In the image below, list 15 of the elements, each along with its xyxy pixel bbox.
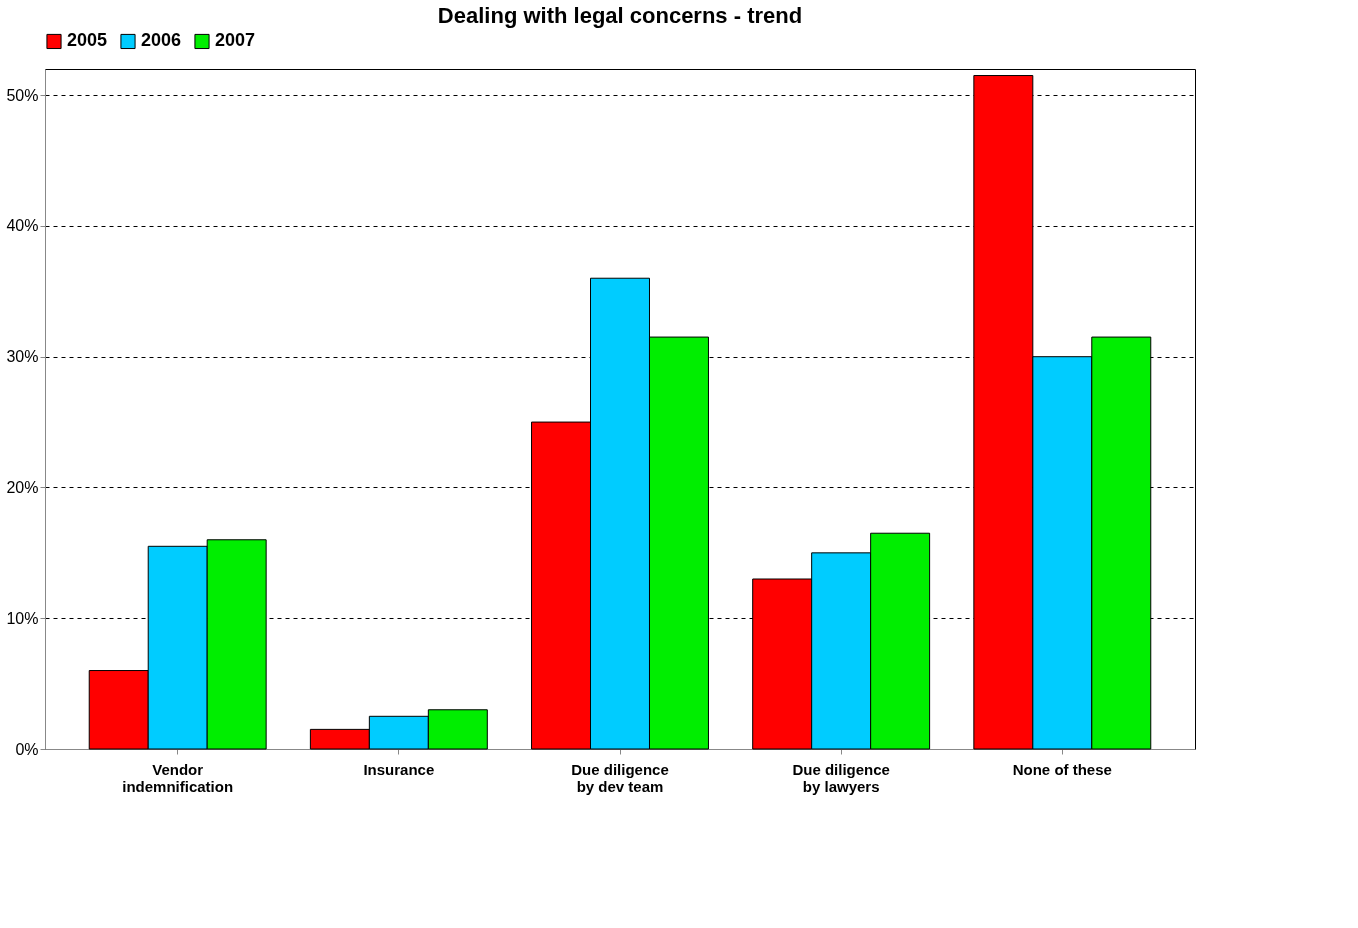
- x-tick-label: Vendor indemnification: [122, 760, 234, 795]
- y-tick-label: 40%: [6, 217, 39, 235]
- legend-label: 2005: [67, 30, 108, 51]
- y-tick-label: 50%: [6, 86, 39, 104]
- x-tick-label: Due diligence by dev team: [571, 760, 669, 795]
- chart-title: Dealing with legal concerns - trend: [437, 3, 803, 28]
- y-tick-label: 10%: [6, 609, 39, 627]
- x-tick-label: Due diligence by lawyers: [792, 760, 890, 795]
- x-tick-label: Insurance: [363, 760, 435, 778]
- x-tick-label: None of these: [1012, 760, 1112, 778]
- legend-label: 2007: [215, 30, 256, 51]
- legend-label: 2006: [141, 30, 182, 51]
- y-tick-label: 0%: [15, 740, 39, 758]
- y-tick-label: 20%: [6, 478, 39, 496]
- y-tick-label: 30%: [6, 348, 39, 366]
